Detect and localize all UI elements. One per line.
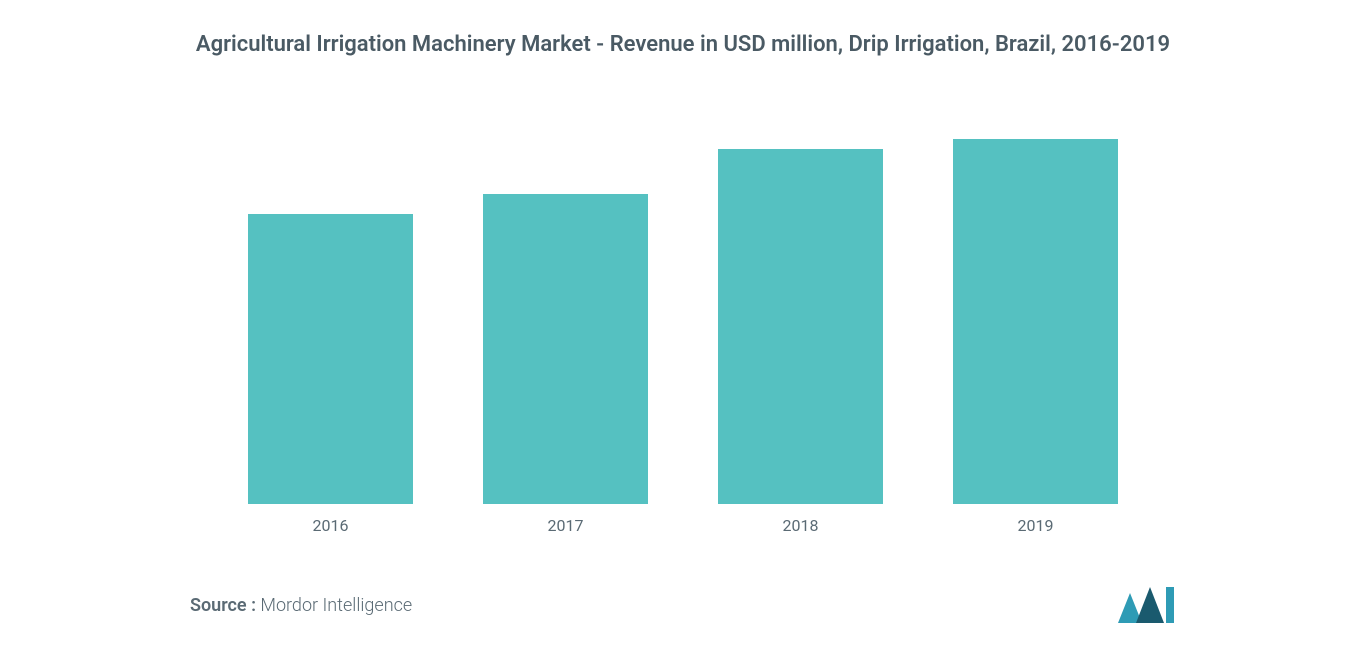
bar-1 — [483, 194, 648, 504]
bar-group-3: 2019 — [953, 139, 1118, 535]
bar-0 — [248, 214, 413, 504]
bar-group-2: 2018 — [718, 149, 883, 535]
chart-container: Agricultural Irrigation Machinery Market… — [0, 0, 1366, 655]
source-attribution: Source : Mordor Intelligence — [190, 595, 412, 616]
chart-plot-area: 2016 2017 2018 2019 — [40, 91, 1326, 545]
bar-label-2: 2018 — [783, 516, 819, 535]
mordor-logo-icon — [1116, 585, 1176, 625]
bar-group-0: 2016 — [248, 214, 413, 535]
bar-label-1: 2017 — [548, 516, 584, 535]
source-label: Source : — [190, 595, 256, 616]
bar-3 — [953, 139, 1118, 504]
chart-title: Agricultural Irrigation Machinery Market… — [40, 30, 1326, 61]
bar-label-3: 2019 — [1018, 516, 1054, 535]
chart-footer: Source : Mordor Intelligence — [40, 555, 1326, 625]
source-value: Mordor Intelligence — [260, 595, 412, 616]
bar-group-1: 2017 — [483, 194, 648, 535]
bar-label-0: 2016 — [313, 516, 349, 535]
bar-2 — [718, 149, 883, 504]
